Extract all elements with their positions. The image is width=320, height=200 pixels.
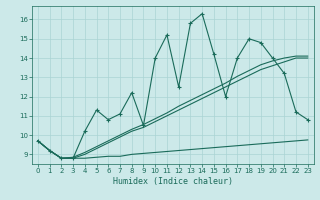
X-axis label: Humidex (Indice chaleur): Humidex (Indice chaleur) <box>113 177 233 186</box>
